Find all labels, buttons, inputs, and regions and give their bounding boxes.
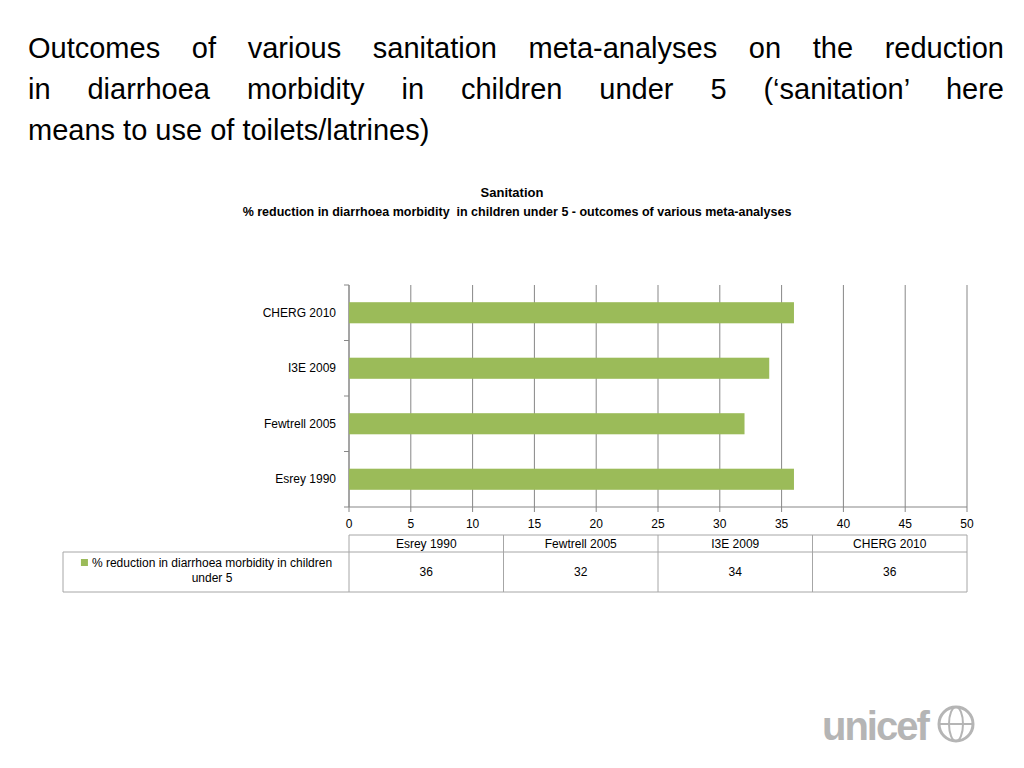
- tick-mark: [781, 507, 782, 512]
- table-header: CHERG 2010: [853, 537, 927, 551]
- tick-mark: [719, 507, 720, 512]
- tick-label: 0: [346, 517, 353, 531]
- bar: [349, 469, 794, 490]
- tick-label: 25: [651, 517, 665, 531]
- grid-line: [905, 285, 906, 507]
- category-tick: [344, 451, 349, 452]
- category-label: Fewtrell 2005: [264, 417, 336, 431]
- logo-globe: [939, 707, 973, 741]
- tick-mark: [534, 507, 535, 512]
- bar: [349, 358, 769, 379]
- category-tick: [344, 507, 349, 508]
- table-header: I3E 2009: [711, 537, 759, 551]
- tick-label: 20: [590, 517, 604, 531]
- table-header: Esrey 1990: [396, 537, 457, 551]
- table-border: [63, 592, 967, 593]
- legend-line: % reduction in diarrhoea morbidity in ch…: [92, 556, 332, 570]
- legend-swatch: [81, 559, 88, 566]
- grid-line: [843, 285, 844, 507]
- table-value: 36: [420, 565, 434, 579]
- table-border: [349, 535, 350, 592]
- table-border: [503, 535, 504, 592]
- tick-mark: [658, 507, 659, 512]
- tick-mark: [905, 507, 906, 512]
- slide-title-line: Outcomes of various sanitation meta-anal…: [28, 28, 1004, 69]
- category-label: Esrey 1990: [275, 472, 336, 486]
- tick-label: 5: [407, 517, 414, 531]
- category-label: CHERG 2010: [263, 306, 337, 320]
- tick-label: 30: [713, 517, 727, 531]
- tick-label: 50: [960, 517, 974, 531]
- x-axis: [349, 507, 967, 508]
- chart: Sanitation % reduction in diarrhoea morbi…: [0, 0, 1024, 768]
- tick-mark: [349, 507, 350, 512]
- table-border: [63, 552, 967, 553]
- chart-title: Sanitation: [481, 185, 544, 200]
- tick-mark: [967, 507, 968, 512]
- tick-mark: [596, 507, 597, 512]
- category-tick: [344, 396, 349, 397]
- grid: [349, 285, 967, 507]
- data-table: Esrey 1990 36 Fewtrell 2005 32 I3E 2009 34 CHE…: [63, 535, 967, 592]
- logo: unicef: [822, 704, 973, 748]
- slide-title-line: means to use of toilets/latrines): [28, 110, 1004, 151]
- table-border: [967, 535, 968, 592]
- tick-label: 45: [899, 517, 913, 531]
- tick-label: 15: [528, 517, 542, 531]
- tick-mark: [472, 507, 473, 512]
- table-border: [812, 535, 813, 592]
- table-value: 32: [574, 565, 588, 579]
- category-label: I3E 2009: [288, 361, 336, 375]
- tick-mark: [410, 507, 411, 512]
- chart-subtitle: % reduction in diarrhoea morbidity in ch…: [243, 205, 792, 219]
- slide-title: Outcomes of various sanitation meta-anal…: [28, 28, 1004, 151]
- tick-label: 40: [837, 517, 851, 531]
- table-header: Fewtrell 2005: [545, 537, 617, 551]
- table-border: [63, 552, 64, 592]
- logo-text: unicef: [822, 704, 930, 748]
- grid-line: [967, 285, 968, 507]
- category-tick: [344, 340, 349, 341]
- category-tick: [344, 285, 349, 286]
- bar: [349, 413, 745, 434]
- tick-label: 35: [775, 517, 789, 531]
- tick-mark: [843, 507, 844, 512]
- slide-title-line: in diarrhoea morbidity in children under…: [28, 69, 1004, 110]
- legend-line: under 5: [192, 571, 233, 585]
- legend-label: % reduction in diarrhoea morbidity in ch…: [92, 556, 332, 585]
- logo-globe: [939, 723, 973, 725]
- table-value: 34: [729, 565, 743, 579]
- bar: [349, 302, 794, 323]
- bars: [349, 302, 794, 490]
- table-value: 36: [883, 565, 897, 579]
- table-border: [658, 535, 659, 592]
- tick-label: 10: [466, 517, 480, 531]
